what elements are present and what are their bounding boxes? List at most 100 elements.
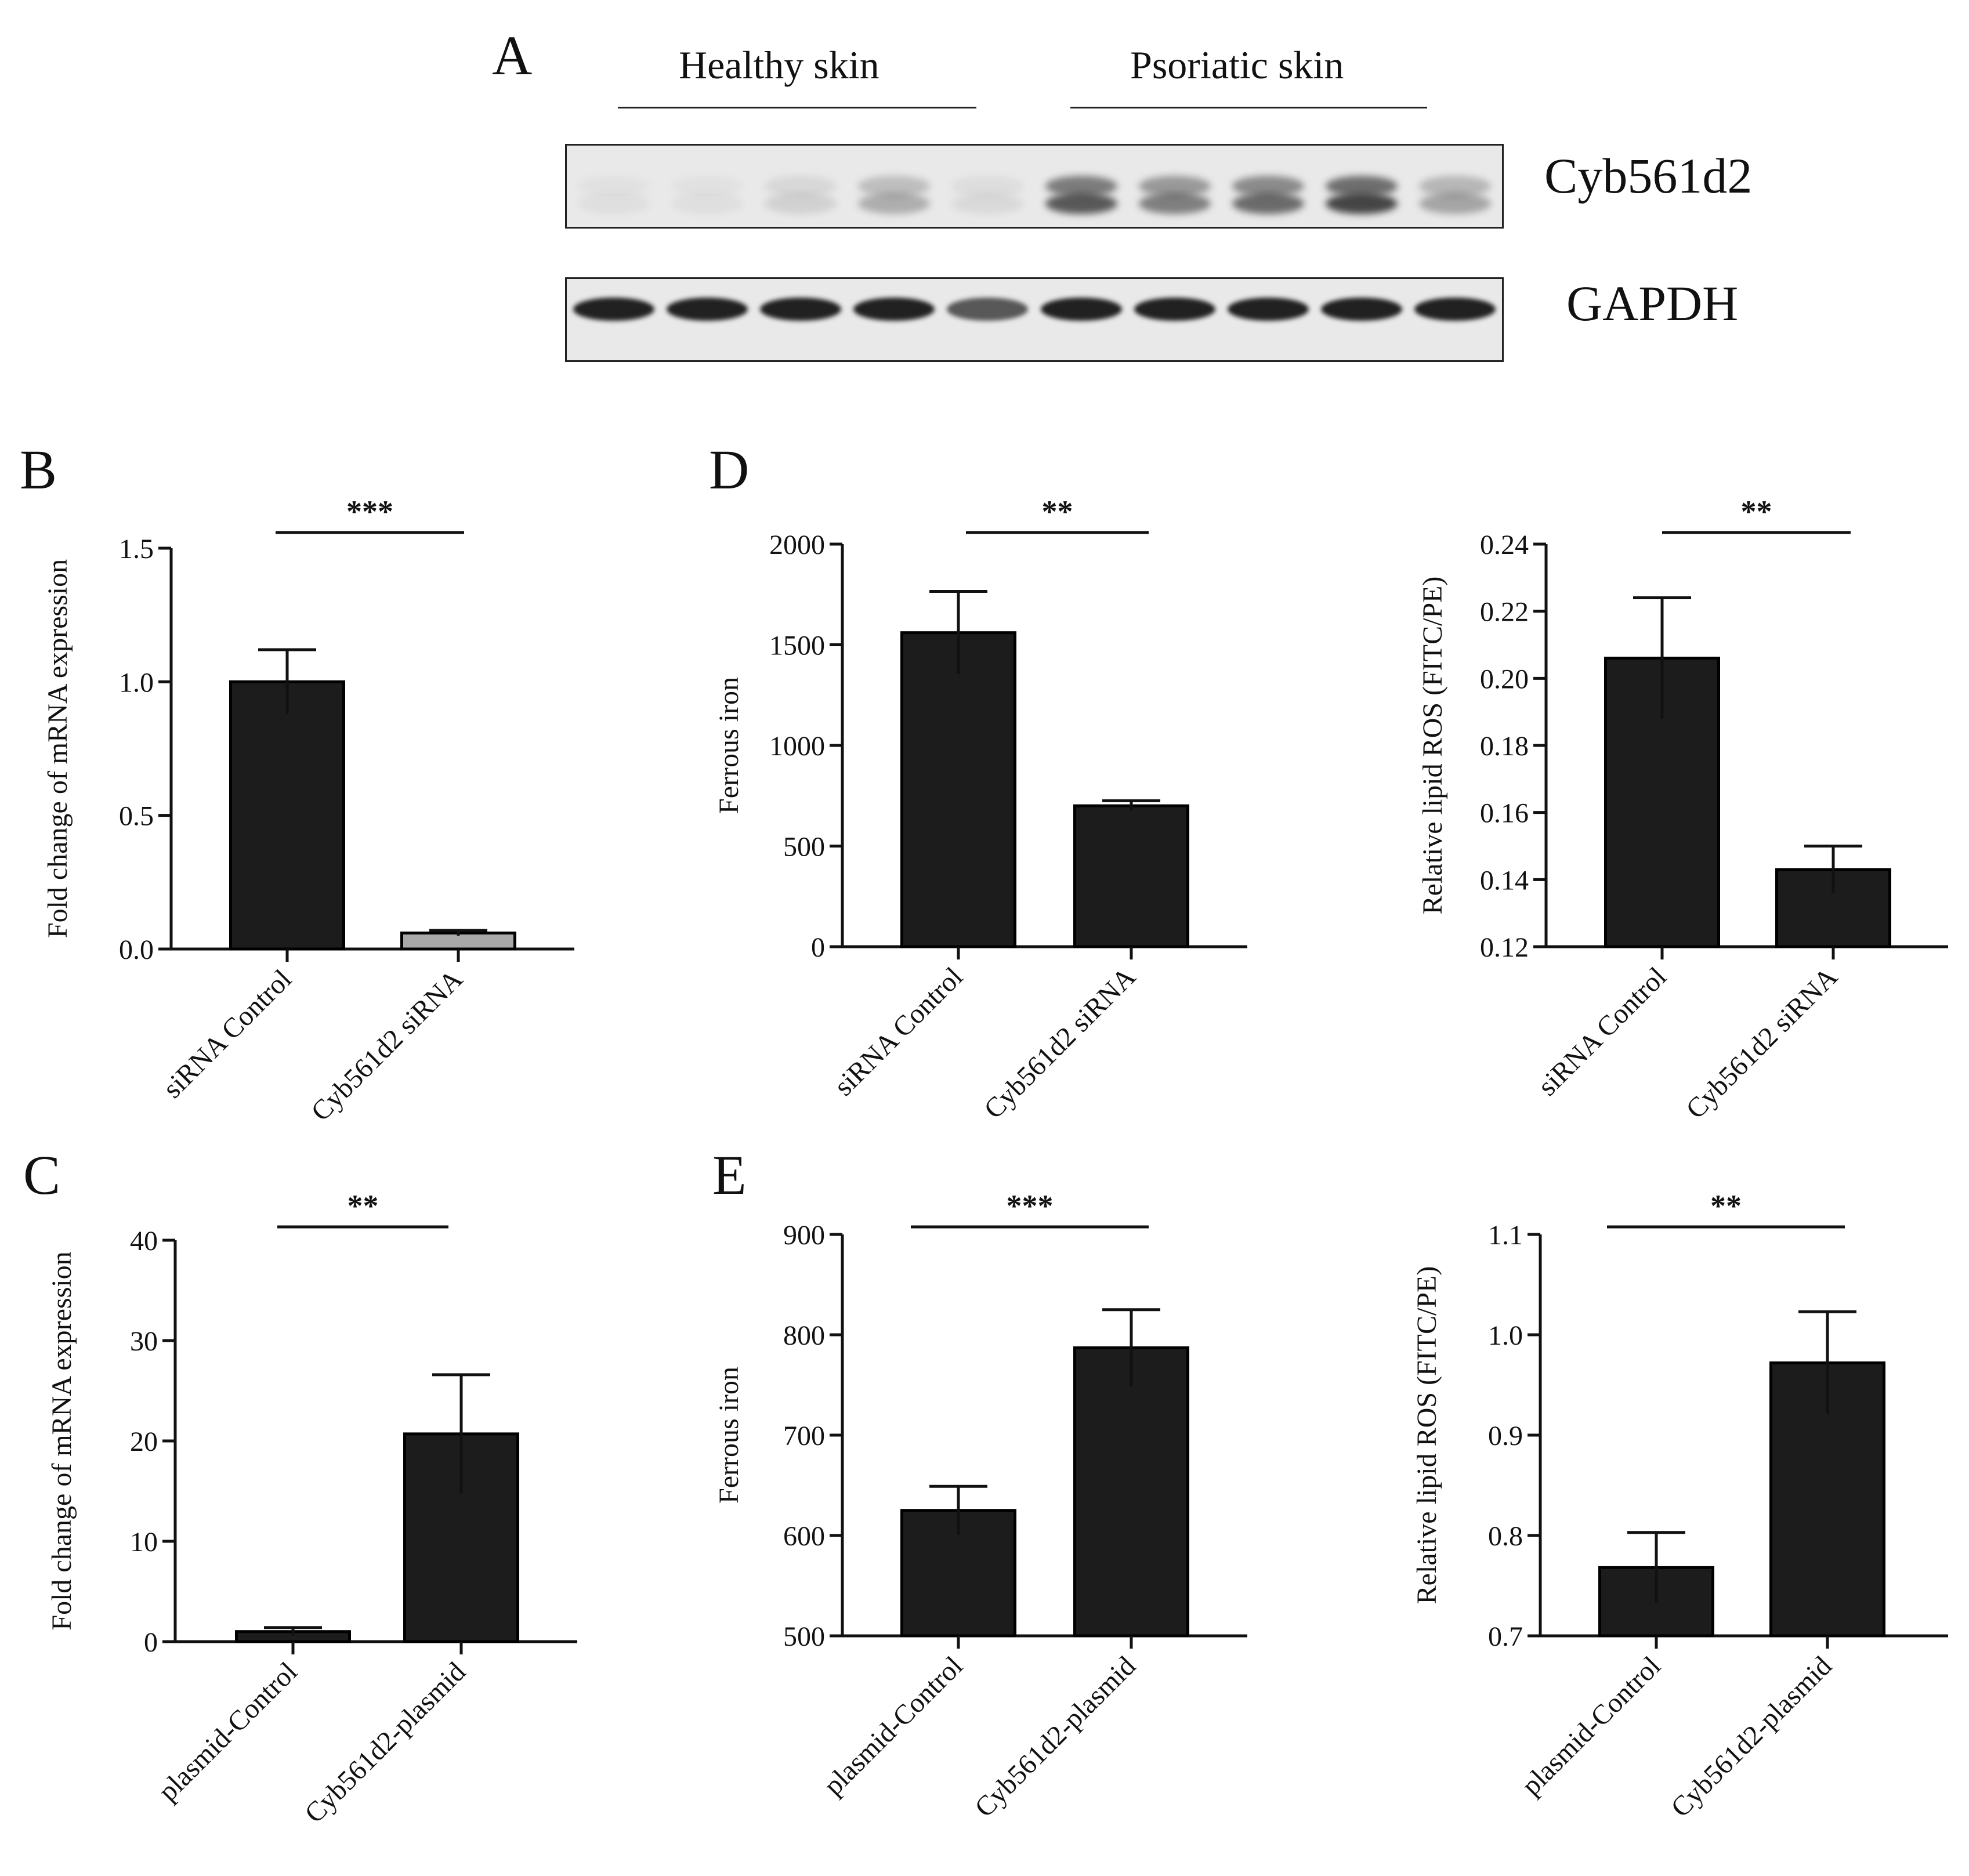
y-tick-label: 2000 [769, 530, 825, 560]
blot-band [947, 298, 1029, 321]
group-line-healthy [618, 107, 976, 108]
y-tick-label: 800 [783, 1320, 825, 1351]
blot-band [853, 298, 935, 321]
blot-band [577, 176, 650, 197]
x-tick-label: Cyb561d2 siRNA [305, 964, 469, 1127]
blot-band [573, 298, 654, 321]
gapdh-blot-image [565, 277, 1504, 362]
y-tick-label: 1.0 [1488, 1320, 1523, 1351]
y-tick-label: 0.9 [1488, 1421, 1523, 1451]
group-line-psoriatic [1070, 107, 1427, 108]
blot-band [1138, 193, 1211, 214]
blot-band [858, 176, 931, 197]
blot-band [1321, 298, 1403, 321]
x-tick-label: Cyb561d2 siRNA [1680, 961, 1844, 1125]
y-tick-label: 0 [144, 1627, 158, 1658]
blot-band [858, 193, 931, 214]
y-tick-label: 30 [130, 1326, 158, 1357]
x-tick-label: Cyb561d2-plasmid [299, 1656, 472, 1829]
bar [1073, 1346, 1189, 1638]
blot-band [1040, 298, 1122, 321]
x-tick-label: plasmid-Control [153, 1656, 303, 1807]
x-tick-label: siRNA Control [157, 964, 298, 1104]
group-label-healthy: Healthy skin [679, 43, 879, 87]
bar [229, 680, 345, 951]
blot-label-cyb561d2: Cyb561d2 [1544, 148, 1753, 204]
blot-band [1414, 298, 1496, 321]
blot-band [666, 298, 748, 321]
y-axis-title: Ferrous iron [714, 1367, 744, 1504]
blot-band [1326, 193, 1398, 214]
y-tick-label: 1000 [769, 731, 825, 762]
blot-band [1232, 193, 1304, 214]
y-tick-label: 0 [811, 932, 825, 963]
y-tick-label: 600 [783, 1521, 825, 1552]
y-tick-label: 0.7 [1488, 1621, 1523, 1652]
y-tick-label: 1.5 [119, 534, 154, 564]
panel-label-b: B [20, 439, 57, 501]
significance-marker: ** [1710, 1189, 1742, 1223]
y-tick-label: 900 [783, 1220, 825, 1251]
group-label-psoriatic: Psoriatic skin [1130, 43, 1344, 87]
x-tick-label: Cyb561d2 siRNA [978, 961, 1142, 1125]
x-tick-label: Cyb561d2-plasmid [1665, 1650, 1838, 1823]
panel-label-e: E [712, 1144, 747, 1206]
x-tick-label: plasmid-Control [1516, 1650, 1667, 1801]
x-tick-label: plasmid-Control [818, 1650, 969, 1801]
cyb561d2-blot-image [565, 144, 1504, 229]
y-axis-title: Relative lipid ROS (FITC/PE) [1411, 1266, 1442, 1605]
blot-band [765, 193, 837, 214]
y-tick-label: 0.18 [1480, 731, 1529, 762]
blot-band [760, 298, 841, 321]
y-tick-label: 0.12 [1480, 932, 1529, 963]
y-tick-label: 20 [130, 1426, 158, 1457]
y-tick-label: 500 [783, 1621, 825, 1652]
y-tick-label: 700 [783, 1421, 825, 1451]
significance-marker: *** [346, 494, 393, 529]
y-tick-label: 1.1 [1488, 1220, 1523, 1251]
y-tick-label: 500 [783, 832, 825, 863]
significance-marker: ** [1741, 494, 1772, 529]
y-tick-label: 1.0 [119, 667, 154, 698]
x-tick-label: Cyb561d2-plasmid [969, 1650, 1142, 1823]
y-axis-title: Ferrous iron [714, 677, 744, 814]
blot-band [951, 193, 1024, 214]
y-tick-label: 0.0 [119, 935, 154, 965]
blot-band [1228, 298, 1309, 321]
y-tick-label: 10 [130, 1527, 158, 1558]
blot-band [1134, 298, 1215, 321]
blot-band [1419, 193, 1492, 214]
x-tick-label: siRNA Control [1532, 961, 1673, 1102]
y-tick-label: 0.8 [1488, 1521, 1523, 1552]
y-tick-label: 40 [130, 1226, 158, 1256]
y-tick-label: 0.20 [1480, 664, 1529, 694]
blot-band [671, 176, 743, 197]
bar [900, 631, 1016, 948]
y-tick-label: 0.24 [1480, 530, 1529, 560]
y-axis-title: Fold change of mRNA expression [46, 1251, 77, 1630]
blot-band [671, 193, 743, 214]
panel-label-c: C [23, 1144, 61, 1206]
y-tick-label: 1500 [769, 631, 825, 661]
y-tick-label: 0.5 [119, 801, 154, 832]
blot-band [577, 193, 650, 214]
blot-band [1419, 176, 1492, 197]
significance-marker: ** [1042, 494, 1073, 529]
panel-label-d: D [709, 439, 750, 501]
y-tick-label: 0.22 [1480, 597, 1529, 628]
blot-band [765, 176, 837, 197]
blot-band [951, 176, 1024, 197]
significance-marker: *** [1007, 1189, 1054, 1223]
y-axis-title: Relative lipid ROS (FITC/PE) [1417, 577, 1448, 915]
blot-label-gapdh: GAPDH [1566, 276, 1739, 331]
x-tick-label: siRNA Control [828, 961, 969, 1102]
panel-label-a: A [492, 24, 533, 86]
y-tick-label: 0.16 [1480, 798, 1529, 829]
y-tick-label: 0.14 [1480, 865, 1529, 896]
significance-marker: ** [348, 1189, 379, 1223]
bar [1073, 804, 1189, 948]
blot-band [1045, 193, 1117, 214]
y-axis-title: Fold change of mRNA expression [42, 559, 73, 938]
